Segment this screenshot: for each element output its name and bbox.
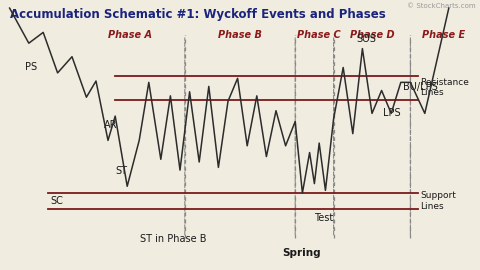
Text: Test: Test: [314, 213, 334, 223]
Text: BU/LPS: BU/LPS: [403, 82, 438, 92]
Text: SC: SC: [50, 196, 63, 206]
Text: ST in Phase B: ST in Phase B: [140, 234, 206, 244]
Text: Phase D: Phase D: [350, 30, 394, 40]
Text: Accumulation Schematic #1: Wyckoff Events and Phases: Accumulation Schematic #1: Wyckoff Event…: [10, 8, 385, 21]
Text: Support
Lines: Support Lines: [420, 191, 456, 211]
Text: ST: ST: [115, 166, 127, 176]
Text: Phase E: Phase E: [422, 30, 466, 40]
Text: Spring: Spring: [282, 248, 321, 258]
Text: Phase B: Phase B: [218, 30, 262, 40]
Text: Resistance
Lines: Resistance Lines: [420, 78, 469, 97]
Text: Phase A: Phase A: [108, 30, 152, 40]
Text: SOS: SOS: [356, 34, 376, 44]
Text: © StockCharts.com: © StockCharts.com: [407, 3, 475, 9]
Text: LPS: LPS: [383, 108, 401, 118]
Text: AR: AR: [104, 120, 118, 130]
Text: PS: PS: [25, 62, 37, 72]
Text: Phase C: Phase C: [298, 30, 341, 40]
